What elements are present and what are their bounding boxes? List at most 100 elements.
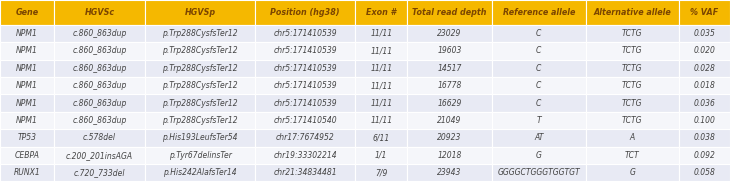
Text: TCT: TCT [625,151,639,160]
Bar [54,147,145,164]
Text: c.860_863dup: c.860_863dup [72,81,127,90]
Bar [679,0,730,25]
Text: 23029: 23029 [437,29,461,38]
Bar [0,164,54,181]
Text: 21049: 21049 [437,116,461,125]
Text: TCTG: TCTG [622,99,642,108]
Text: p.Trp288CysfsTer12: p.Trp288CysfsTer12 [162,99,238,108]
Bar [585,59,679,77]
Bar [492,42,585,59]
Text: Reference allele: Reference allele [502,8,575,17]
Bar [145,59,255,77]
Bar [356,164,407,181]
Text: 16629: 16629 [437,99,461,108]
Text: c.860_863dup: c.860_863dup [72,46,127,55]
Text: c.860_863dup: c.860_863dup [72,116,127,125]
Bar [54,164,145,181]
Bar [356,147,407,164]
Bar [255,77,356,94]
Bar [585,112,679,129]
Text: p.Trp288CysfsTer12: p.Trp288CysfsTer12 [162,64,238,73]
Text: 19603: 19603 [437,46,461,55]
Bar [407,25,492,42]
Bar [679,164,730,181]
Text: Total read depth: Total read depth [412,8,487,17]
Bar [585,164,679,181]
Text: HGVSc: HGVSc [85,8,115,17]
Text: chr21:34834481: chr21:34834481 [273,168,337,177]
Bar [145,0,255,25]
Text: c.578del: c.578del [83,133,116,142]
Text: 0.058: 0.058 [694,168,715,177]
Text: G: G [629,168,635,177]
Bar [54,42,145,59]
Text: NPM1: NPM1 [16,46,38,55]
Text: p.Trp288CysfsTer12: p.Trp288CysfsTer12 [162,116,238,125]
Bar [0,112,54,129]
Text: NPM1: NPM1 [16,29,38,38]
Bar [585,25,679,42]
Bar [492,129,585,147]
Bar [0,0,54,25]
Bar [492,77,585,94]
Text: chr5:171410539: chr5:171410539 [273,29,337,38]
Bar [679,77,730,94]
Bar [492,25,585,42]
Text: p.Tyr67delinsTer: p.Tyr67delinsTer [169,151,231,160]
Text: 1/1: 1/1 [375,151,388,160]
Bar [145,147,255,164]
Text: 0.035: 0.035 [694,29,715,38]
Text: 11/11: 11/11 [370,46,392,55]
Bar [356,77,407,94]
Text: 23943: 23943 [437,168,461,177]
Bar [145,94,255,112]
Bar [492,94,585,112]
Text: TCTG: TCTG [622,46,642,55]
Text: NPM1: NPM1 [16,99,38,108]
Bar [407,164,492,181]
Text: c.200_201insAGA: c.200_201insAGA [66,151,133,160]
Text: Position (hg38): Position (hg38) [270,8,340,17]
Text: AT: AT [534,133,543,142]
Bar [0,42,54,59]
Text: 6/11: 6/11 [372,133,390,142]
Bar [679,129,730,147]
Bar [255,0,356,25]
Text: c.720_733del: c.720_733del [74,168,126,177]
Bar [54,25,145,42]
Bar [54,0,145,25]
Bar [0,147,54,164]
Bar [54,129,145,147]
Bar [407,59,492,77]
Text: 16778: 16778 [437,81,461,90]
Text: c.860_863dup: c.860_863dup [72,29,127,38]
Text: C: C [536,46,542,55]
Text: HGVSp: HGVSp [185,8,215,17]
Text: A: A [630,133,635,142]
Text: 0.028: 0.028 [694,64,715,73]
Text: chr19:33302214: chr19:33302214 [273,151,337,160]
Bar [54,59,145,77]
Bar [145,42,255,59]
Text: TCTG: TCTG [622,81,642,90]
Bar [679,42,730,59]
Text: 11/11: 11/11 [370,99,392,108]
Bar [407,42,492,59]
Bar [585,129,679,147]
Bar [585,77,679,94]
Bar [679,59,730,77]
Text: 12018: 12018 [437,151,461,160]
Text: chr5:171410539: chr5:171410539 [273,64,337,73]
Bar [585,147,679,164]
Text: Alternative allele: Alternative allele [593,8,672,17]
Bar [585,0,679,25]
Text: chr5:171410539: chr5:171410539 [273,81,337,90]
Text: 0.038: 0.038 [694,133,715,142]
Text: 11/11: 11/11 [370,81,392,90]
Bar [679,147,730,164]
Bar [145,77,255,94]
Text: 20923: 20923 [437,133,461,142]
Text: C: C [536,29,542,38]
Bar [492,147,585,164]
Text: C: C [536,81,542,90]
